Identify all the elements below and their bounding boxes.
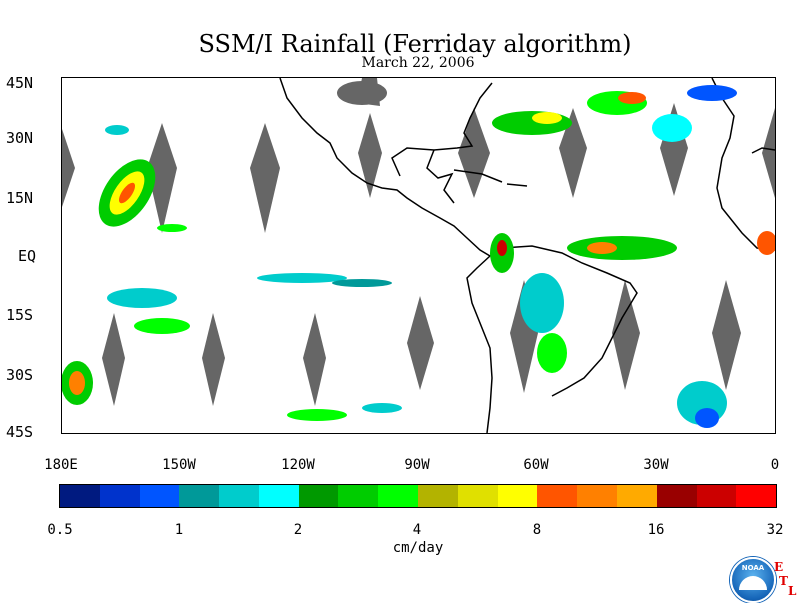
- units-label: cm/day: [392, 540, 444, 556]
- lon-label: 150W: [162, 457, 196, 473]
- rain-cell: [492, 111, 572, 135]
- colorbar-segment: [457, 485, 498, 507]
- rain-cells: [62, 81, 775, 428]
- rain-cell: [520, 273, 564, 333]
- colorbar-segment: [656, 485, 697, 507]
- rain-cell: [567, 236, 677, 260]
- etl-letter: E: [774, 560, 784, 574]
- rain-cell: [618, 92, 646, 104]
- rain-cell: [69, 371, 85, 395]
- colorbar-segment: [736, 485, 777, 507]
- rain-cell: [257, 273, 347, 283]
- lon-label: 120W: [281, 457, 315, 473]
- lon-label: 90W: [404, 457, 430, 473]
- rain-cell: [497, 240, 507, 256]
- lon-label: 30W: [643, 457, 669, 473]
- map-date: March 22, 2006: [361, 55, 475, 71]
- swath-gap: [407, 296, 434, 390]
- colorbar-segment: [577, 485, 617, 507]
- colorbar-segment: [99, 485, 140, 507]
- rain-cell: [107, 288, 177, 308]
- rain-cell: [695, 408, 719, 428]
- colorbar-segment: [179, 485, 220, 507]
- colorbar-label: 1: [174, 522, 184, 538]
- colorbar-label: 8: [532, 522, 542, 538]
- rain-cell: [118, 182, 136, 204]
- lat-label: 15S: [6, 306, 34, 324]
- map-canvas: [62, 78, 775, 433]
- rain-cell: [157, 224, 187, 232]
- swath-gap: [62, 129, 75, 207]
- colorbar: [59, 484, 777, 508]
- rain-cell: [332, 279, 392, 287]
- swath-gap: [102, 313, 125, 406]
- map-title: SSM/I Rainfall (Ferriday algorithm): [198, 30, 632, 58]
- noaa-bird-icon: [739, 576, 767, 590]
- noaa-logo-text: NOAA: [741, 564, 765, 572]
- colorbar-segment: [497, 485, 538, 507]
- swath-gap: [612, 280, 640, 390]
- colorbar-segment: [219, 485, 259, 507]
- lat-label: EQ: [18, 247, 37, 265]
- colorbar-segment: [60, 485, 100, 507]
- colorbar-label: 4: [412, 522, 422, 538]
- rain-cell: [134, 318, 190, 334]
- lat-label: 30N: [6, 129, 34, 147]
- swath-gap: [147, 123, 177, 233]
- colorbar-label: 2: [293, 522, 303, 538]
- colorbar-segment: [298, 485, 339, 507]
- colorbar-segment: [616, 485, 657, 507]
- colorbar-label: 16: [647, 522, 665, 538]
- rain-cell: [652, 114, 692, 142]
- lon-label: 180E: [44, 457, 78, 473]
- colorbar-segment: [537, 485, 578, 507]
- colorbar-segment: [139, 485, 180, 507]
- swath-gap: [202, 313, 225, 406]
- colorbar-segment: [338, 485, 379, 507]
- rain-cell: [532, 112, 562, 124]
- swath-gap: [559, 108, 587, 198]
- swath-gap: [762, 108, 775, 198]
- lat-label: 45N: [6, 74, 34, 92]
- lon-label: 0: [770, 457, 780, 473]
- etl-letter: L: [788, 584, 797, 598]
- lat-label: 15N: [6, 189, 34, 207]
- swath-gap: [250, 123, 280, 233]
- rain-cell: [687, 85, 737, 101]
- rain-cell: [587, 242, 617, 254]
- rain-cell: [287, 409, 347, 421]
- swath-gap: [712, 280, 741, 390]
- swath-gap: [458, 108, 490, 198]
- rainfall-map: [61, 77, 776, 434]
- colorbar-segment: [418, 485, 458, 507]
- colorbar-segment: [378, 485, 419, 507]
- lon-label: 60W: [523, 457, 549, 473]
- rain-cell: [362, 403, 402, 413]
- rain-cell: [537, 333, 567, 373]
- swath-gap: [358, 113, 382, 198]
- etl-letter: T: [779, 574, 788, 588]
- coastlines: [279, 78, 775, 433]
- rain-cell: [105, 125, 129, 135]
- swath-gap: [303, 313, 326, 406]
- rain-cell: [337, 81, 387, 105]
- colorbar-label: 0.5: [47, 522, 73, 538]
- colorbar-segment: [696, 485, 737, 507]
- noaa-logo: NOAA: [730, 557, 776, 603]
- colorbar-label: 32: [766, 522, 784, 538]
- colorbar-segment: [258, 485, 299, 507]
- lat-label: 45S: [6, 423, 34, 441]
- lat-label: 30S: [6, 366, 34, 384]
- rain-cell: [757, 231, 775, 255]
